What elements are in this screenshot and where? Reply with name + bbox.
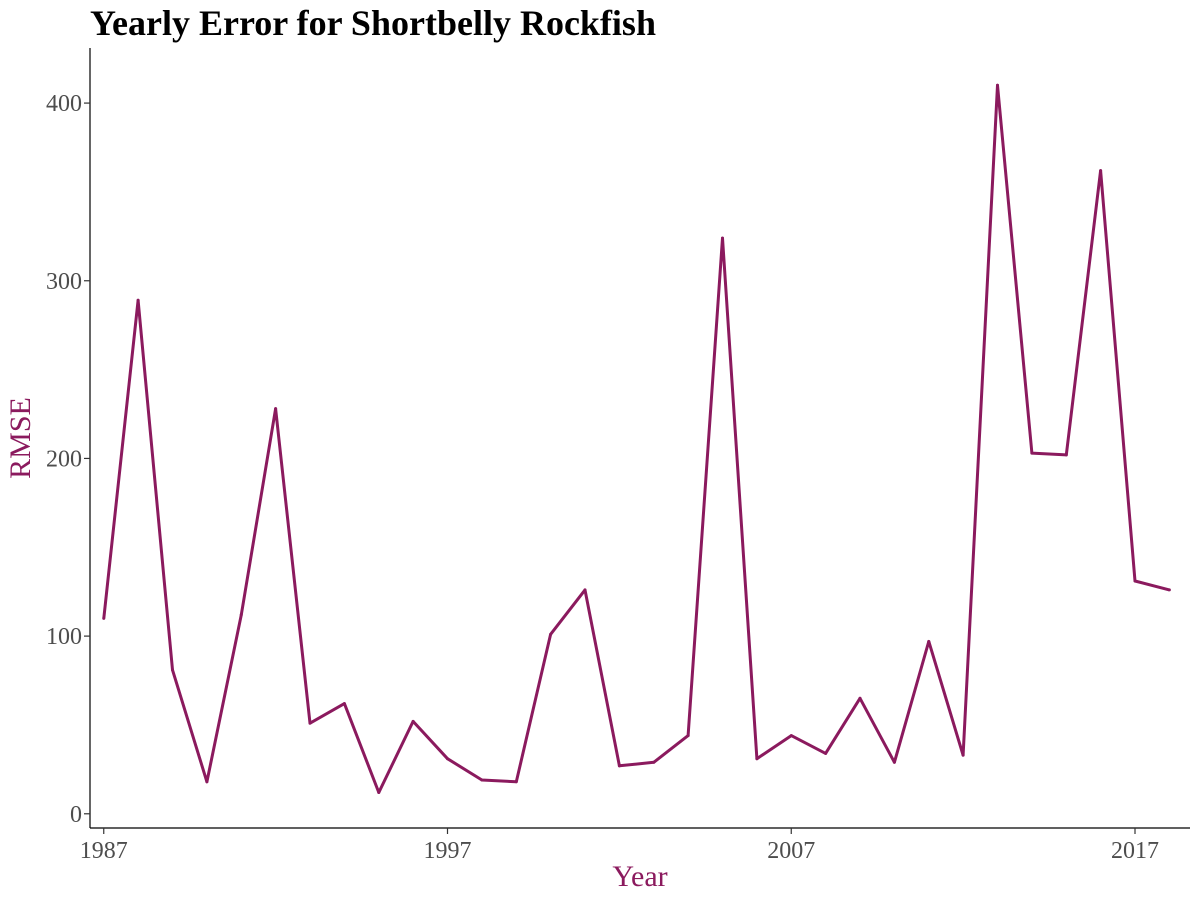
axes <box>89 48 1190 829</box>
x-tick-label: 1987 <box>80 838 128 864</box>
y-axis-title: RMSE <box>4 397 37 479</box>
data-point <box>1064 453 1068 457</box>
data-point <box>927 639 931 643</box>
data-point <box>239 613 243 617</box>
data-point <box>446 757 449 761</box>
y-tick-label: 100 <box>46 624 82 650</box>
data-point <box>308 721 312 725</box>
data-point <box>480 778 484 782</box>
data-point <box>102 616 106 620</box>
data-point <box>274 407 278 411</box>
y-tick-label: 200 <box>46 446 82 472</box>
data-point <box>377 790 381 794</box>
data-points <box>102 83 1171 794</box>
y-ticks: 0 100 200 300 400 <box>46 91 90 828</box>
y-tick-label: 400 <box>46 91 82 117</box>
data-point <box>342 702 346 706</box>
y-tick-label: 0 <box>70 802 82 828</box>
data-point <box>1133 579 1137 583</box>
data-point <box>686 734 690 738</box>
x-axis-title: Year <box>612 860 667 893</box>
data-point <box>789 734 793 738</box>
data-point <box>1030 451 1034 455</box>
x-ticks: 1987 1997 2007 2017 <box>80 828 1159 864</box>
data-point <box>1099 169 1103 173</box>
data-point <box>617 764 621 768</box>
data-point <box>824 751 828 755</box>
data-point <box>721 236 724 240</box>
data-point <box>411 719 415 723</box>
y-tick-label: 300 <box>46 269 82 295</box>
data-point <box>549 632 553 636</box>
data-point <box>136 298 140 302</box>
data-point <box>755 757 759 761</box>
data-point <box>996 83 999 87</box>
data-point <box>1167 588 1171 592</box>
data-point <box>892 760 896 764</box>
data-point <box>961 753 965 757</box>
data-point <box>858 696 862 700</box>
x-tick-label: 1997 <box>424 838 472 864</box>
chart-title: Yearly Error for Shortbelly Rockfish <box>90 3 656 43</box>
data-point <box>652 760 656 764</box>
x-tick-label: 2017 <box>1111 838 1159 864</box>
x-tick-label: 2007 <box>767 838 815 864</box>
data-point <box>583 588 587 592</box>
data-point <box>205 780 209 784</box>
data-point <box>171 668 174 672</box>
data-point <box>514 780 518 784</box>
rmse-series-line <box>102 83 1170 794</box>
